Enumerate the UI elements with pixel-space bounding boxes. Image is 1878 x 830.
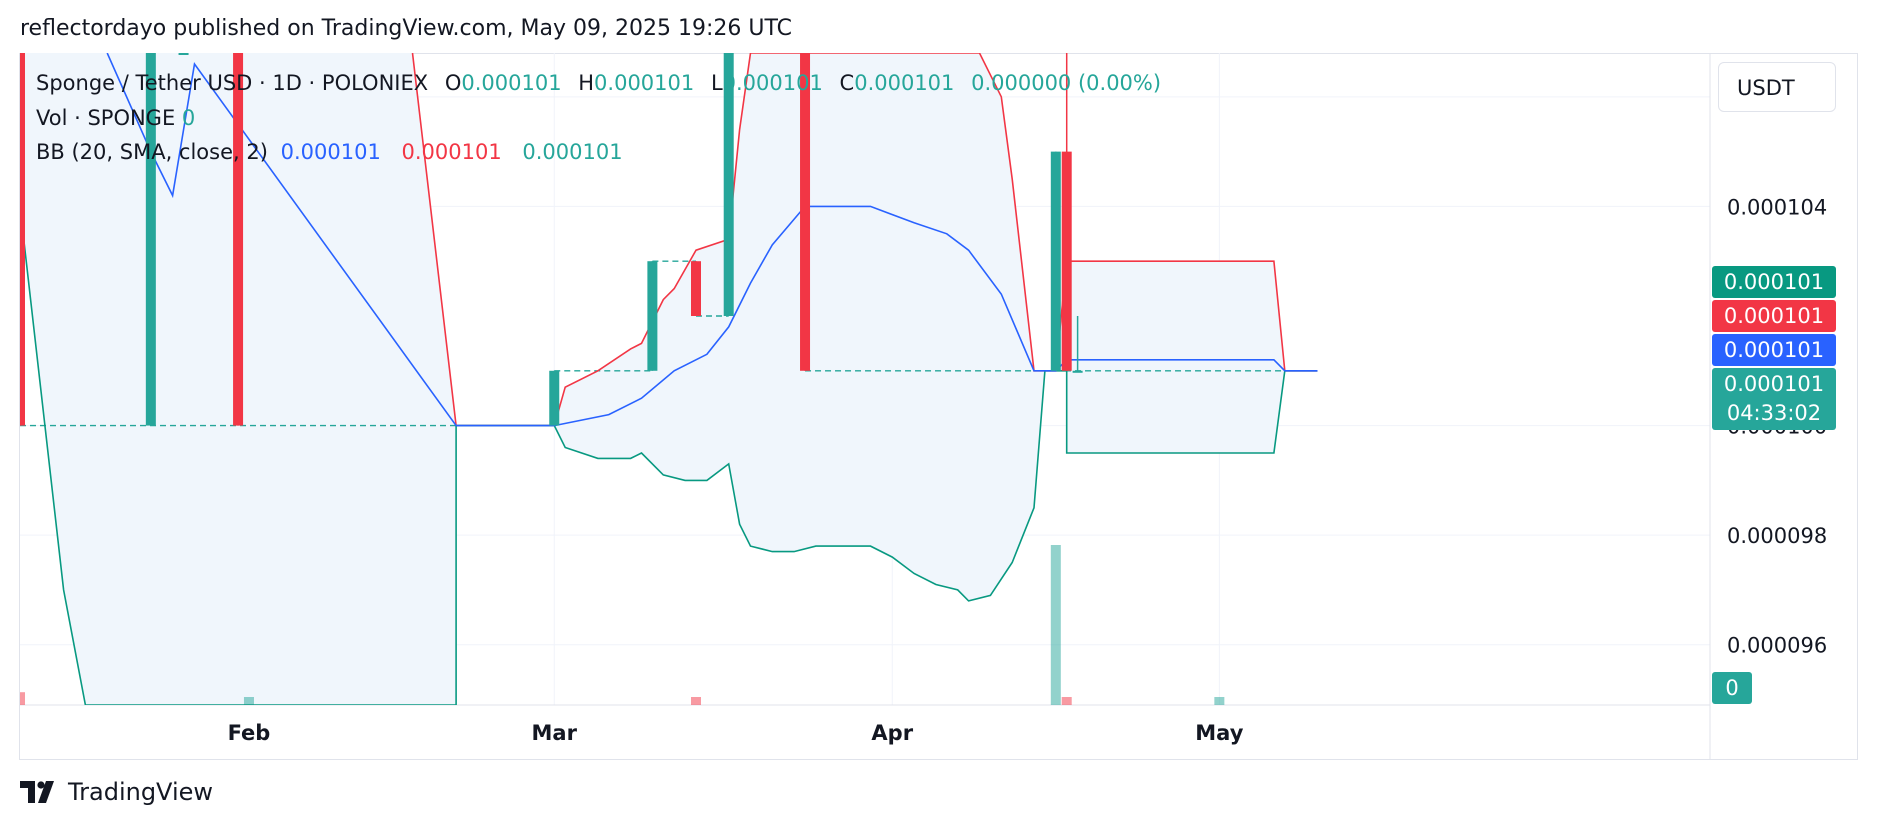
bar-countdown: 04:33:02 (1726, 401, 1822, 425)
volume-bar (20, 692, 25, 705)
price-tag-volume: 0 (1712, 672, 1752, 704)
time-axis-label: Apr (871, 721, 913, 745)
legend-volume-label[interactable]: Vol · SPONGE (36, 106, 176, 130)
legend-bb-basis: 0.000101 (280, 140, 381, 164)
legend-bb-label[interactable]: BB (20, SMA, close, 2) (36, 140, 268, 164)
candles (20, 53, 1083, 426)
volume-bar (691, 697, 701, 705)
tradingview-logo-icon (20, 781, 54, 803)
legend-open-key: O (444, 71, 462, 95)
candle-body (1061, 151, 1072, 371)
currency-selector[interactable]: USDT (1718, 62, 1836, 112)
tradingview-wordmark: TradingView (68, 778, 214, 806)
legend-bb-lower: 0.000101 (522, 140, 623, 164)
price-tag-last-value: 0.000101 (1723, 372, 1825, 396)
bollinger-band-fill (20, 53, 1318, 705)
time-axis: Feb Mar Apr May (228, 721, 1244, 745)
volume-bar (1050, 545, 1061, 705)
candle-body (691, 261, 701, 316)
candle-body (549, 370, 560, 426)
bollinger-lines (20, 53, 1318, 705)
legend-close-key: C (839, 71, 855, 95)
candle-body (178, 53, 189, 55)
volume-bar (1214, 697, 1225, 705)
volume-bar (243, 697, 254, 705)
time-axis-label: May (1195, 721, 1243, 745)
price-tag-bb-basis: 0.000101 (1712, 334, 1836, 366)
legend-bb-upper: 0.000101 (401, 140, 502, 164)
candle-body (1072, 370, 1083, 373)
legend-change: 0.000000 (0.00%) (971, 71, 1162, 95)
legend-close-value: 0.000101 (854, 71, 955, 95)
legend-ohlc: Sponge / Tether USD · 1D · POLONIEX O0.0… (36, 71, 1161, 95)
tradingview-logo[interactable]: TradingView (20, 778, 213, 806)
legend-bollinger: BB (20, SMA, close, 2) 0.000101 0.000101… (36, 140, 623, 164)
volume-bar (1061, 697, 1072, 705)
legend-low-value: 0.000101 (722, 71, 823, 95)
price-axis-label: 0.000096 (1727, 634, 1827, 658)
legend-symbol[interactable]: Sponge / Tether USD · 1D · POLONIEX (36, 71, 429, 95)
bollinger-fill (20, 53, 1318, 705)
candle-body (800, 53, 811, 371)
bb-basis-line (106, 53, 1318, 427)
price-tag-last: 0.000101 04:33:02 (1712, 368, 1836, 430)
price-lines (20, 260, 1318, 427)
candle-body (1050, 151, 1061, 371)
volume-bars (20, 545, 1225, 705)
candle-body (20, 53, 25, 426)
published-caption: reflectordayo published on TradingView.c… (20, 16, 792, 41)
candle-body (647, 261, 658, 371)
time-axis-label: Mar (532, 721, 578, 745)
legend-open-value: 0.000101 (461, 71, 562, 95)
price-axis-label: 0.000104 (1727, 195, 1827, 219)
bb-upper-line (411, 53, 1318, 427)
legend-high-value: 0.000101 (594, 71, 695, 95)
legend-high-key: H (578, 71, 595, 95)
price-axis-label: 0.000098 (1727, 524, 1827, 548)
candle-body (145, 53, 156, 426)
legend-volume-value: 0 (181, 106, 196, 130)
candle-body (723, 53, 734, 316)
price-tag-bb-upper: 0.000101 (1712, 300, 1836, 332)
legend-volume: Vol · SPONGE 0 (36, 106, 195, 130)
time-axis-label: Feb (228, 721, 271, 745)
candle-body (233, 53, 244, 426)
bb-lower-line (20, 206, 1318, 705)
price-tag-close: 0.000101 (1712, 266, 1836, 298)
legend-low-key: L (710, 71, 723, 95)
